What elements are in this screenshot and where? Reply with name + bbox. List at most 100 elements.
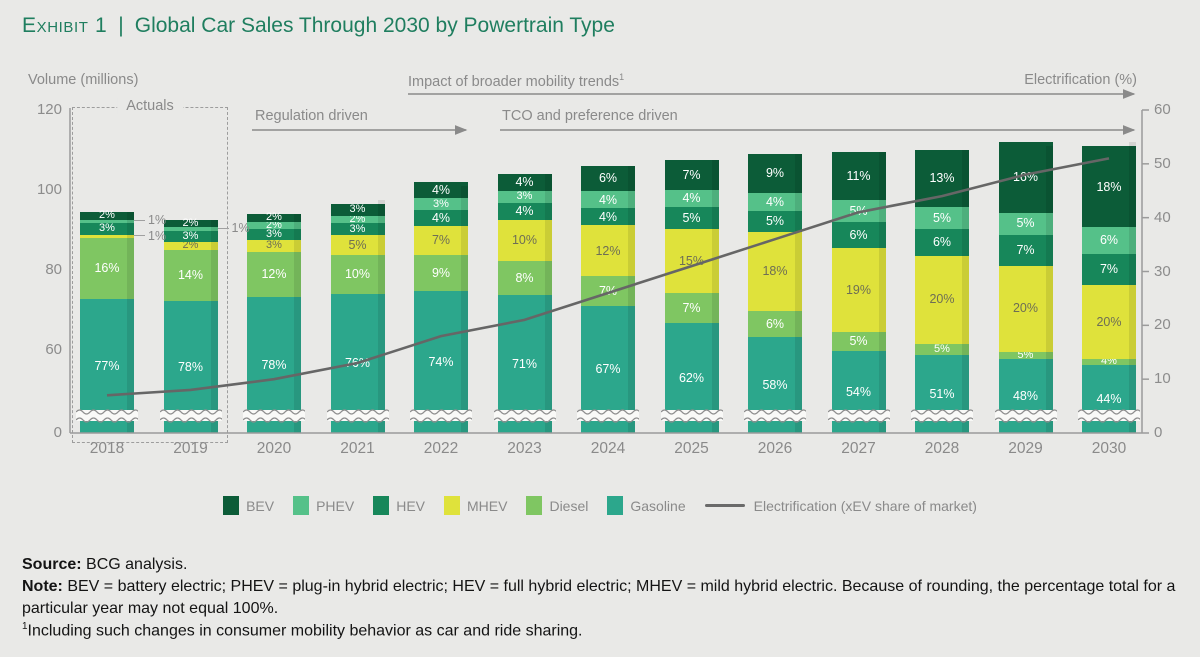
segment-bev: 2% xyxy=(163,218,218,229)
segment-label: 7% xyxy=(598,283,618,298)
left-axis-tick: 120 xyxy=(36,101,62,118)
segment-mhev xyxy=(80,234,134,239)
left-axis-caption: Volume (millions) xyxy=(28,72,139,88)
segment-label: 7% xyxy=(1016,243,1035,258)
segment-bev: 2% xyxy=(80,210,134,221)
right-axis-tick: 60 xyxy=(1154,101,1171,118)
segment-mhev: 10% xyxy=(497,219,552,262)
segment-mhev: 18% xyxy=(748,232,802,311)
left-axis-tick: 60 xyxy=(45,341,62,358)
segment-mhev: 20% xyxy=(998,265,1053,352)
segment-label: 3% xyxy=(433,197,449,210)
legend-item-electrification-xev-share-of-market: Electrification (xEV share of market) xyxy=(704,498,977,514)
segment-label: 5% xyxy=(849,203,868,218)
bar-2030: 44% 4% 20% 7% 6% 18% xyxy=(1082,142,1136,433)
segment-label: 5% xyxy=(934,342,950,355)
right-axis-caption: Electrification (%) xyxy=(1024,72,1137,88)
legend-label: BEV xyxy=(246,497,275,514)
segment-label: 4% xyxy=(515,175,534,190)
segment-hev: 6% xyxy=(915,229,969,256)
year-label-2027: 2027 xyxy=(841,440,876,457)
segment-diesel: 12% xyxy=(247,251,301,297)
segment-label: 13% xyxy=(929,171,955,186)
bar-2028: 51% 5% 20% 6% 5% 13% xyxy=(915,150,969,433)
segment-label: 51% xyxy=(929,386,955,401)
bar-edge-shade xyxy=(294,214,301,433)
segment-label: 78% xyxy=(261,357,287,372)
segment-label: 5% xyxy=(682,210,701,225)
axis-break xyxy=(243,409,305,423)
segment-label: 11% xyxy=(846,168,871,183)
segment-phev: 3% xyxy=(497,190,552,204)
bar-edge-shade xyxy=(795,154,802,433)
segment-label: 54% xyxy=(845,384,872,399)
legend-label: Gasoline xyxy=(630,497,686,514)
segment-label: 5% xyxy=(932,210,952,225)
segment-label: 10% xyxy=(344,266,371,281)
segment-label: 12% xyxy=(595,243,621,258)
powertrain-chart: Volume (millions) Electrification (%) Im… xyxy=(28,72,1171,457)
bar-2026: 58% 6% 18% 5% 4% 9% xyxy=(748,154,802,433)
segment-diesel: 6% xyxy=(748,310,802,338)
segment-label: 78% xyxy=(177,359,204,374)
segment-hev: 7% xyxy=(1082,254,1136,286)
segment-phev: 4% xyxy=(748,193,802,211)
segment-label: 10% xyxy=(511,233,538,248)
legend-label: HEV xyxy=(396,497,425,514)
segment-hev: 4% xyxy=(414,210,468,227)
segment-phev: 6% xyxy=(1082,227,1136,254)
segment-callout: 1% xyxy=(134,229,166,243)
segment-label: 3% xyxy=(349,203,366,216)
segment-label: 62% xyxy=(678,370,705,385)
segment-hev: 7% xyxy=(998,234,1053,266)
bar-edge-shade xyxy=(962,150,969,433)
segment-phev: 3% xyxy=(414,197,468,211)
segment-label: 7% xyxy=(1099,262,1119,277)
page-title: Exhibit 1 | Global Car Sales Through 203… xyxy=(22,14,615,38)
segment-label: 3% xyxy=(266,228,282,241)
year-label-2021: 2021 xyxy=(340,440,375,457)
legend-label: Diesel xyxy=(549,497,589,514)
bar-edge-shade xyxy=(1045,146,1053,433)
year-label-2019: 2019 xyxy=(173,440,208,457)
segment-label: 7% xyxy=(431,233,451,248)
bar-2024: 67% 7% 12% 4% 4% 6% xyxy=(581,166,635,433)
segment-label: 2% xyxy=(266,211,282,224)
segment-label: 3% xyxy=(99,222,115,235)
segment-diesel: 4% xyxy=(1082,356,1136,367)
legend-item-mhev: MHEV xyxy=(444,496,507,515)
year-label-2020: 2020 xyxy=(256,440,292,457)
segment-phev: 5% xyxy=(998,212,1053,235)
legend-item-hev: HEV xyxy=(373,496,425,515)
axis-break xyxy=(159,409,222,423)
right-axis-tick: 40 xyxy=(1154,208,1171,226)
segment-bev: 13% xyxy=(915,150,969,208)
year-label-2023: 2023 xyxy=(507,440,542,457)
segment-bev: 2% xyxy=(247,211,301,224)
axis-break xyxy=(827,409,890,423)
segment-label: 20% xyxy=(1012,301,1039,316)
bar-edge-shade xyxy=(210,220,218,433)
segment-label: 4% xyxy=(682,191,701,206)
segment-phev: 5% xyxy=(915,207,969,230)
segment-label: 76% xyxy=(344,356,371,371)
segment-hev: 4% xyxy=(497,203,552,220)
segment-label: 14% xyxy=(177,268,204,283)
segment-bev: 7% xyxy=(664,160,719,191)
segment-callout: 1% xyxy=(217,221,250,235)
note-line: Note: BEV = battery electric; PHEV = plu… xyxy=(22,577,1176,617)
segment-diesel: 7% xyxy=(581,276,635,306)
exhibit-label: Exhibit 1 xyxy=(22,14,108,37)
segment-bev: 9% xyxy=(748,154,802,194)
segment-diesel: 9% xyxy=(414,254,468,292)
segment-label: 67% xyxy=(595,362,621,377)
segment-mhev: 15% xyxy=(664,228,719,294)
footer: Source: BCG analysis. Note: BEV = batter… xyxy=(22,554,1180,642)
axis-break xyxy=(493,409,556,423)
segment-hev: 5% xyxy=(664,207,719,229)
segment-label: 58% xyxy=(762,377,788,392)
segment-mhev: 3% xyxy=(247,240,301,252)
year-label-2022: 2022 xyxy=(423,440,459,457)
segment-bev: 4% xyxy=(414,181,468,199)
bar-2029: 48% 5% 20% 7% 5% 16% xyxy=(998,141,1053,433)
